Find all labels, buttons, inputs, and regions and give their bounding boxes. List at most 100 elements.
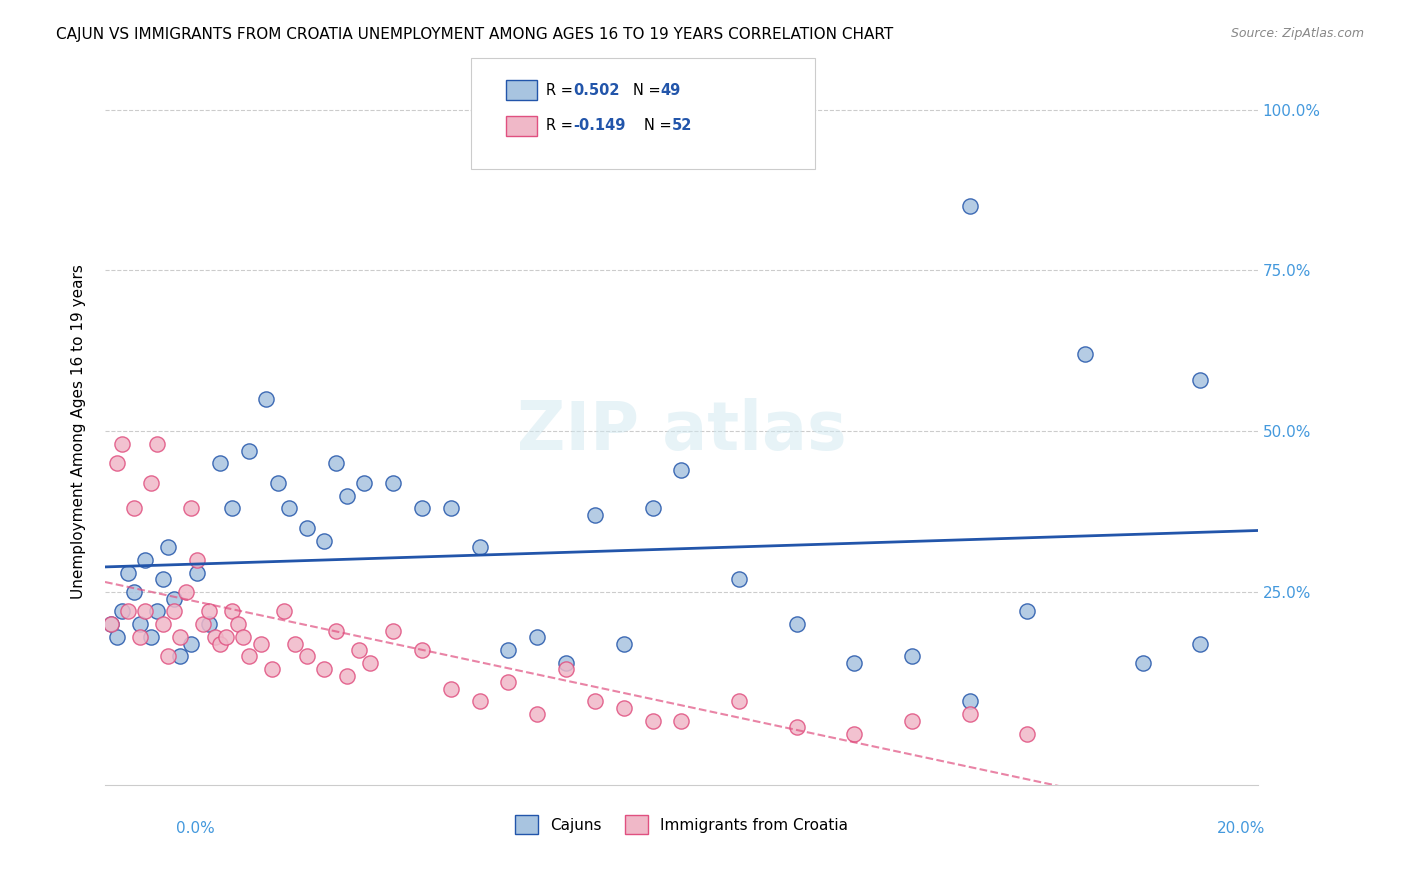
Point: [641, 714, 664, 728]
Point: [671, 714, 693, 728]
Point: [671, 463, 693, 477]
Point: [468, 694, 491, 708]
Point: [583, 508, 606, 522]
Point: [169, 649, 191, 664]
Point: [186, 566, 208, 580]
Point: [440, 681, 463, 696]
Point: [128, 630, 150, 644]
Point: [1074, 347, 1097, 361]
Point: [134, 553, 156, 567]
Point: [273, 604, 295, 618]
Point: [468, 540, 491, 554]
Point: [221, 604, 243, 618]
Point: [359, 656, 381, 670]
Point: [325, 457, 347, 471]
Point: [100, 617, 122, 632]
Point: [186, 553, 208, 567]
Point: [111, 437, 134, 451]
Point: [204, 630, 226, 644]
Point: [641, 501, 664, 516]
Point: [105, 630, 128, 644]
Point: [226, 617, 249, 632]
Point: [1189, 636, 1212, 650]
Point: [139, 475, 162, 490]
Point: [117, 604, 139, 618]
Point: [844, 656, 866, 670]
Point: [209, 457, 232, 471]
Point: [411, 501, 433, 516]
Point: [959, 199, 981, 213]
Point: [728, 694, 751, 708]
Point: [146, 604, 169, 618]
Point: [146, 437, 169, 451]
Point: [169, 630, 191, 644]
Point: [157, 649, 180, 664]
Text: Source: ZipAtlas.com: Source: ZipAtlas.com: [1230, 27, 1364, 40]
Point: [163, 604, 186, 618]
Text: ZIP atlas: ZIP atlas: [516, 398, 846, 464]
Point: [122, 585, 145, 599]
Point: [901, 714, 924, 728]
Point: [278, 501, 301, 516]
Point: [1017, 726, 1039, 740]
Point: [191, 617, 214, 632]
Point: [152, 617, 174, 632]
Point: [174, 585, 197, 599]
Point: [353, 475, 375, 490]
Point: [555, 656, 578, 670]
Point: [157, 540, 180, 554]
Point: [267, 475, 290, 490]
Point: [526, 630, 548, 644]
Y-axis label: Unemployment Among Ages 16 to 19 years: Unemployment Among Ages 16 to 19 years: [72, 264, 86, 599]
Point: [163, 591, 186, 606]
Point: [440, 501, 463, 516]
Point: [139, 630, 162, 644]
Point: [613, 701, 636, 715]
Point: [1017, 604, 1039, 618]
Text: 20.0%: 20.0%: [1218, 821, 1265, 836]
Legend: Cajuns, Immigrants from Croatia: Cajuns, Immigrants from Croatia: [515, 815, 848, 834]
Point: [232, 630, 254, 644]
Point: [411, 643, 433, 657]
Point: [844, 726, 866, 740]
Text: -0.149: -0.149: [574, 119, 626, 133]
Text: N =: N =: [633, 83, 665, 97]
Point: [786, 617, 808, 632]
Point: [901, 649, 924, 664]
Point: [100, 617, 122, 632]
Point: [959, 694, 981, 708]
Point: [336, 669, 359, 683]
Point: [105, 457, 128, 471]
Point: [382, 624, 405, 638]
Point: [221, 501, 243, 516]
Point: [180, 501, 202, 516]
Text: R =: R =: [546, 119, 576, 133]
Point: [197, 617, 219, 632]
Point: [498, 643, 520, 657]
Point: [728, 572, 751, 586]
Point: [498, 675, 520, 690]
Point: [111, 604, 134, 618]
Point: [336, 489, 359, 503]
Point: [613, 636, 636, 650]
Text: 52: 52: [672, 119, 692, 133]
Text: CAJUN VS IMMIGRANTS FROM CROATIA UNEMPLOYMENT AMONG AGES 16 TO 19 YEARS CORRELAT: CAJUN VS IMMIGRANTS FROM CROATIA UNEMPLO…: [56, 27, 893, 42]
Point: [786, 720, 808, 734]
Point: [117, 566, 139, 580]
Point: [249, 636, 271, 650]
Point: [526, 707, 548, 722]
Text: 49: 49: [661, 83, 681, 97]
Point: [555, 662, 578, 676]
Point: [152, 572, 174, 586]
Text: 0.0%: 0.0%: [176, 821, 215, 836]
Point: [347, 643, 370, 657]
Point: [1132, 656, 1154, 670]
Point: [295, 649, 318, 664]
Point: [238, 443, 260, 458]
Point: [312, 662, 335, 676]
Point: [122, 501, 145, 516]
Point: [254, 392, 277, 406]
Point: [382, 475, 405, 490]
Point: [1189, 373, 1212, 387]
Point: [209, 636, 232, 650]
